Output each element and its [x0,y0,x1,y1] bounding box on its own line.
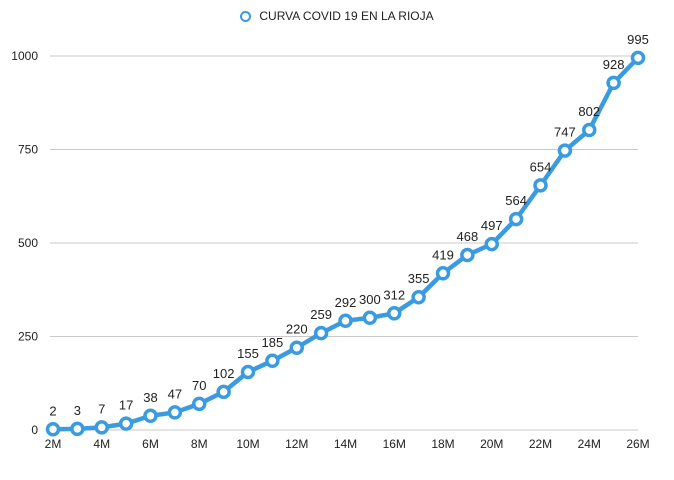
data-point [143,408,158,424]
x-tick-label: 26M [626,437,649,451]
data-point [338,313,353,329]
x-tick-label: 8M [191,437,208,451]
data-label: 259 [310,307,332,322]
data-point [70,421,85,437]
data-label: 468 [457,229,479,244]
data-label: 185 [262,335,284,350]
y-tick-label: 500 [18,236,38,250]
data-point [460,247,475,263]
x-tick-label: 6M [142,437,159,451]
y-tick-label: 750 [18,143,38,157]
data-point [94,420,109,435]
data-point [240,364,256,380]
x-tick-label: 2M [45,437,62,451]
data-point [313,325,329,341]
data-label: 47 [168,386,182,401]
data-point [167,405,183,420]
x-tick-label: 4M [93,437,110,451]
data-label: 747 [554,125,576,140]
data-label: 102 [213,366,235,381]
data-label: 17 [119,398,133,413]
data-label: 292 [335,295,357,310]
series-layer [45,50,646,437]
data-label: 70 [192,378,206,393]
data-point [533,178,548,193]
data-point [630,50,646,66]
data-point [265,353,280,369]
data-label: 7 [98,401,105,416]
x-tick-label: 10M [236,437,259,451]
data-label: 497 [481,218,503,233]
data-point [192,396,207,412]
data-point [606,75,621,91]
x-tick-label: 12M [285,437,308,451]
legend-marker-icon [240,10,252,22]
data-point [387,306,402,321]
data-label: 355 [408,271,430,286]
series-line [50,55,641,432]
x-tick-label: 16M [383,437,406,451]
data-label: 928 [603,57,625,72]
data-point [484,236,499,252]
grid-layer [50,55,638,431]
x-tick-label: 20M [480,437,503,451]
y-tick-label: 0 [31,423,38,437]
data-point [362,310,378,326]
legend-label: CURVA COVID 19 EN LA RIOJA [259,9,434,23]
data-label: 419 [432,247,454,262]
data-point [508,211,524,227]
data-label: 312 [383,287,405,302]
x-tick-label: 14M [334,437,357,451]
data-point [216,384,231,400]
data-label: 654 [530,159,552,174]
legend: CURVA COVID 19 EN LA RIOJA [0,9,674,23]
data-label: 220 [286,322,308,337]
axis-layer: 0 250 500 750 1000 2M 4M 6M 8M 10M 12M 14M 16M 18M 20M… [11,49,649,451]
data-point [118,416,134,431]
data-label: 300 [359,292,381,307]
data-label: 155 [237,346,259,361]
x-tick-label: 22M [529,437,552,451]
data-point [557,143,573,158]
data-point [289,340,304,355]
data-point [411,289,426,305]
data-label: 38 [143,390,157,405]
data-point [435,266,451,281]
data-label: 995 [627,32,649,47]
data-label: 3 [74,403,81,418]
x-tick-label: 18M [431,437,454,451]
x-tick-label: 24M [578,437,601,451]
data-point [582,122,597,138]
data-label: 2 [49,403,56,418]
y-tick-label: 1000 [11,49,38,63]
y-tick-label: 250 [18,330,38,344]
data-label: 564 [505,193,527,208]
data-point [45,422,61,437]
data-label: 802 [578,104,600,119]
